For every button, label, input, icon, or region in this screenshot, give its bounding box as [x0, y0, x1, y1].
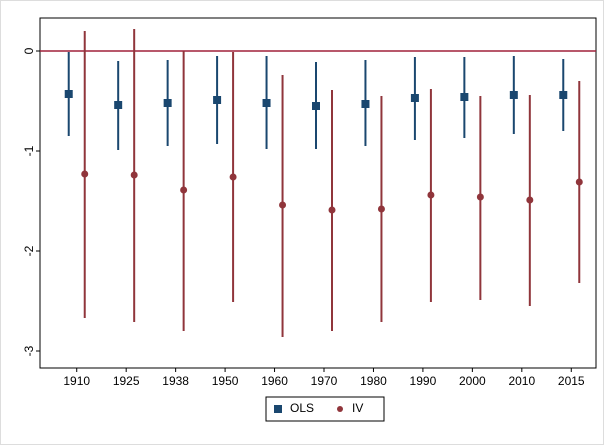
- x-tick-label: 1990: [410, 374, 437, 388]
- x-tick-label: 1950: [212, 374, 239, 388]
- point: [575, 178, 583, 186]
- point: [410, 94, 419, 102]
- point: [328, 206, 336, 214]
- legend-label: IV: [352, 401, 363, 415]
- y-tick-label: -3: [22, 345, 36, 356]
- point: [460, 93, 469, 101]
- point: [81, 170, 89, 178]
- x-tick-label: 1910: [63, 374, 90, 388]
- x-tick-label: 2015: [558, 374, 585, 388]
- x-tick-label: 1970: [311, 374, 338, 388]
- point: [312, 102, 320, 110]
- point: [64, 90, 73, 98]
- point: [229, 173, 237, 181]
- x-tick-label: 1960: [261, 374, 288, 388]
- point: [130, 171, 138, 179]
- x-tick-label: 1980: [360, 374, 387, 388]
- legend: [265, 396, 385, 422]
- legend-swatch: [337, 406, 343, 412]
- point: [476, 193, 484, 201]
- x-tick-label: 2010: [508, 374, 535, 388]
- point: [559, 91, 568, 99]
- y-tick-label: 0: [22, 47, 36, 54]
- point: [163, 99, 172, 107]
- legend-swatch: [274, 405, 282, 413]
- x-tick-label: 1925: [113, 374, 140, 388]
- point: [509, 91, 518, 99]
- point: [262, 99, 271, 107]
- point: [526, 196, 534, 204]
- legend-label: OLS: [290, 401, 314, 415]
- point: [180, 186, 188, 194]
- point: [361, 100, 370, 108]
- plot-area: [39, 17, 597, 369]
- y-tick-label: -1: [22, 145, 36, 156]
- point: [427, 191, 435, 199]
- point: [377, 205, 385, 213]
- y-tick-label: -2: [22, 245, 36, 256]
- point: [279, 201, 287, 209]
- point: [213, 96, 222, 104]
- x-tick-label: 2000: [459, 374, 486, 388]
- point: [114, 101, 123, 109]
- x-tick-label: 1938: [162, 374, 189, 388]
